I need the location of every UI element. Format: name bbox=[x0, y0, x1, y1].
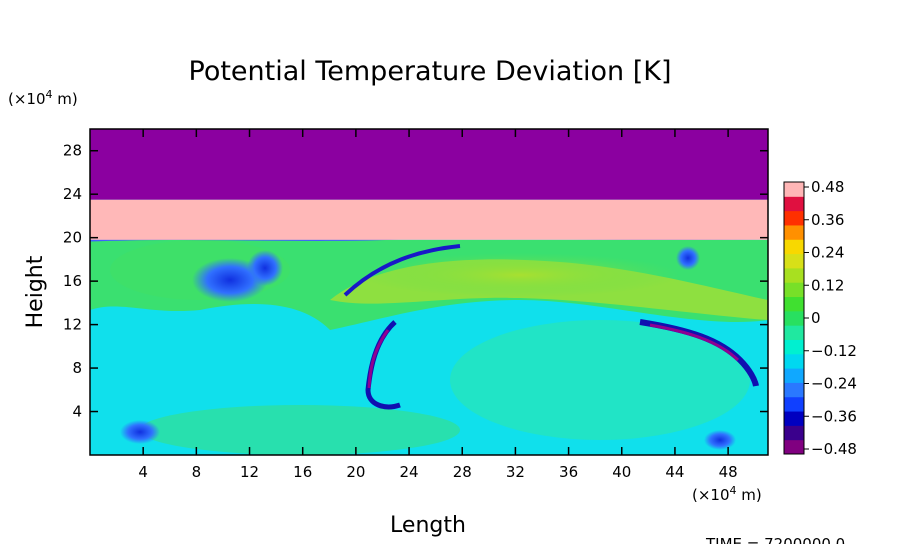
colorbar-swatch-17 bbox=[784, 196, 804, 212]
colorbar-swatch-7 bbox=[784, 339, 804, 355]
x-tick-label-8: 36 bbox=[559, 463, 578, 481]
y-tick-label-5: 24 bbox=[63, 185, 82, 203]
colorbar-swatch-16 bbox=[784, 210, 804, 226]
plot-field bbox=[90, 129, 768, 455]
y-unit-label: (×104 m) bbox=[8, 88, 78, 108]
x-axis: 4 8 12 16 20 24 28 32 36 40 44 48 bbox=[138, 129, 738, 481]
colorbar-label-5: −0.12 bbox=[811, 342, 857, 360]
colorbar-label-1: 0.36 bbox=[811, 211, 844, 229]
y-tick-label-1: 8 bbox=[72, 359, 82, 377]
colorbar-swatch-5 bbox=[784, 368, 804, 383]
x-tick-label-11: 48 bbox=[719, 463, 738, 481]
colorbar-label-6: −0.24 bbox=[811, 375, 857, 393]
y-axis-title: Height bbox=[23, 255, 48, 328]
green-blob-lower bbox=[450, 320, 750, 440]
x-tick-label-0: 4 bbox=[138, 463, 148, 481]
vortex-2 bbox=[247, 250, 283, 286]
y-tick-label-4: 20 bbox=[63, 229, 82, 247]
vortex-3 bbox=[120, 420, 160, 444]
colorbar-swatch-4 bbox=[784, 382, 804, 398]
x-tick-label-3: 16 bbox=[293, 463, 312, 481]
colorbar-swatch-10 bbox=[784, 296, 804, 312]
time-label: TIME = 7200000.0 bbox=[705, 535, 845, 544]
x-tick-label-1: 8 bbox=[192, 463, 202, 481]
colorbar-swatch-15 bbox=[784, 224, 804, 240]
x-tick-label-5: 24 bbox=[400, 463, 419, 481]
cold-front-core bbox=[367, 329, 390, 389]
y-unit-base: (×10 bbox=[8, 90, 46, 108]
colorbar-swatch-2 bbox=[784, 411, 804, 426]
y-tick-label-3: 16 bbox=[63, 272, 82, 290]
chart-title: Potential Temperature Deviation [K] bbox=[189, 56, 672, 87]
y-tick-label-6: 28 bbox=[63, 142, 82, 160]
plot-frame bbox=[89, 128, 769, 456]
x-tick-label-7: 32 bbox=[506, 463, 525, 481]
middle-layer bbox=[90, 199, 768, 240]
colorbar-swatch-18 bbox=[784, 182, 804, 197]
colorbar-label-3: 0.12 bbox=[811, 276, 844, 294]
x-tick-label-6: 28 bbox=[453, 463, 472, 481]
colorbar-swatch-8 bbox=[784, 325, 804, 340]
x-unit-base: (×10 bbox=[692, 486, 730, 504]
colorbar-label-7: −0.36 bbox=[811, 407, 857, 425]
upper-layer bbox=[90, 129, 768, 200]
colorbar-swatch-3 bbox=[784, 396, 804, 412]
colorbar: 0.48 0.36 0.24 0.12 0 −0.12 −0.24 −0.36 −0.48 bbox=[783, 178, 857, 458]
cold-front-upper bbox=[343, 244, 461, 297]
x-tick-label-10: 44 bbox=[665, 463, 684, 481]
colorbar-label-0: 0.48 bbox=[811, 178, 844, 196]
y-unit-tail: m) bbox=[53, 90, 78, 108]
y-tick-label-0: 4 bbox=[72, 403, 82, 421]
y-unit-exp: 4 bbox=[46, 88, 53, 101]
warm-blob bbox=[360, 253, 680, 297]
y-tick-label-2: 12 bbox=[63, 316, 82, 334]
colorbar-swatch-9 bbox=[784, 310, 804, 326]
x-unit-exp: 4 bbox=[730, 484, 737, 497]
y-axis: 4 8 12 16 20 24 28 bbox=[63, 142, 768, 421]
x-tick-label-9: 40 bbox=[612, 463, 631, 481]
x-tick-label-4: 20 bbox=[346, 463, 365, 481]
x-unit-tail: m) bbox=[737, 486, 762, 504]
x-axis-title: Length bbox=[390, 513, 466, 538]
colorbar-swatch-13 bbox=[784, 253, 804, 269]
cold-front-right-core bbox=[649, 323, 740, 362]
colorbar-swatch-0 bbox=[784, 439, 804, 455]
colorbar-swatch-1 bbox=[784, 425, 804, 441]
colorbar-label-2: 0.24 bbox=[811, 244, 844, 262]
x-tick-label-2: 12 bbox=[240, 463, 259, 481]
x-unit-label: (×104 m) bbox=[692, 484, 762, 504]
colorbar-label-8: −0.48 bbox=[811, 440, 857, 458]
colorbar-swatch-12 bbox=[784, 267, 804, 283]
colorbar-swatch-6 bbox=[784, 353, 804, 369]
colorbar-label-4: 0 bbox=[811, 309, 821, 327]
vortex-5 bbox=[704, 430, 736, 450]
green-blob-bottom bbox=[140, 405, 460, 455]
vortex-4 bbox=[676, 246, 700, 270]
colorbar-swatch-14 bbox=[784, 239, 804, 255]
colorbar-swatch-11 bbox=[784, 282, 804, 298]
